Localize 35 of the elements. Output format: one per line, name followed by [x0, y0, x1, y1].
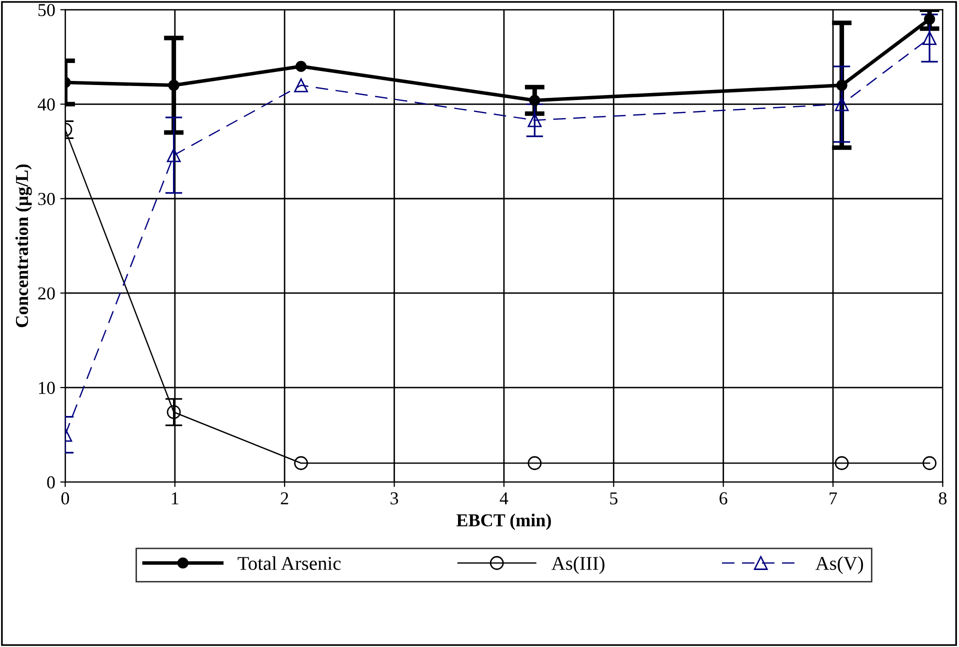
x-tick-label: 0 [61, 492, 70, 504]
point [834, 456, 849, 470]
point [294, 456, 308, 470]
y-tick-label: 50 [38, 4, 55, 16]
point [924, 14, 936, 25]
point [294, 78, 308, 92]
point [836, 80, 848, 91]
point [529, 94, 540, 106]
x-tick-label: 2 [280, 492, 288, 504]
point [528, 113, 542, 128]
x-tick-label: 8 [938, 492, 947, 504]
point [166, 405, 181, 420]
x-tick-label: 5 [610, 492, 618, 504]
x-tick-label: 3 [390, 492, 398, 504]
legend-label: As(III) [551, 556, 604, 574]
point [528, 456, 542, 470]
point [922, 456, 936, 470]
point [295, 60, 307, 72]
y-tick-label: 40 [38, 98, 55, 111]
y-tick-label: 10 [39, 382, 55, 394]
x-tick-label: 4 [500, 492, 508, 504]
point [834, 97, 849, 112]
x-tick-label: 7 [830, 492, 838, 504]
legend-label: As(V) [815, 556, 864, 574]
legend-label: Total Arsenic [238, 556, 341, 570]
point [922, 31, 936, 45]
y-tick-label: 20 [38, 287, 55, 300]
y-tick-label: 0 [47, 476, 55, 488]
y-axis-title: Concentration (µg/L) [15, 164, 32, 328]
x-axis-title: EBCT (min) [456, 514, 551, 530]
x-tick-label: 1 [172, 492, 178, 504]
point [168, 80, 180, 91]
y-tick-label: 30 [38, 192, 55, 206]
point [166, 148, 181, 162]
x-tick-label: 6 [720, 492, 728, 504]
